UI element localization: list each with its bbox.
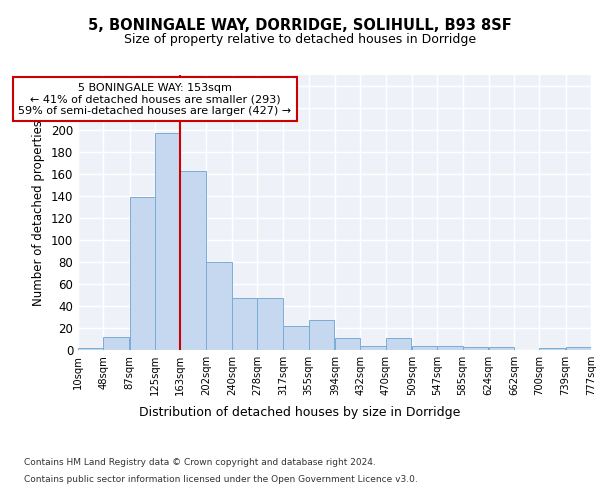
Bar xyxy=(309,320,334,350)
Bar xyxy=(566,346,591,350)
Text: 5, BONINGALE WAY, DORRIDGE, SOLIHULL, B93 8SF: 5, BONINGALE WAY, DORRIDGE, SOLIHULL, B9… xyxy=(88,18,512,32)
Bar xyxy=(335,338,360,350)
Bar xyxy=(360,346,386,350)
Bar xyxy=(130,197,155,350)
Bar xyxy=(257,298,283,350)
Y-axis label: Number of detached properties: Number of detached properties xyxy=(32,120,45,306)
Text: Contains public sector information licensed under the Open Government Licence v3: Contains public sector information licen… xyxy=(24,476,418,484)
Bar xyxy=(437,346,463,350)
Bar xyxy=(412,346,437,350)
Text: Contains HM Land Registry data © Crown copyright and database right 2024.: Contains HM Land Registry data © Crown c… xyxy=(24,458,376,467)
Text: 5 BONINGALE WAY: 153sqm
← 41% of detached houses are smaller (293)
59% of semi-d: 5 BONINGALE WAY: 153sqm ← 41% of detache… xyxy=(19,82,292,116)
Bar xyxy=(488,346,514,350)
Text: Distribution of detached houses by size in Dorridge: Distribution of detached houses by size … xyxy=(139,406,461,419)
Bar xyxy=(283,326,309,350)
Bar xyxy=(155,134,181,350)
Bar xyxy=(181,170,206,350)
Bar xyxy=(386,338,411,350)
Bar xyxy=(103,337,129,350)
Bar xyxy=(78,348,103,350)
Bar xyxy=(232,298,257,350)
Bar xyxy=(463,346,488,350)
Text: Size of property relative to detached houses in Dorridge: Size of property relative to detached ho… xyxy=(124,32,476,46)
Bar xyxy=(206,262,232,350)
Bar xyxy=(539,348,565,350)
